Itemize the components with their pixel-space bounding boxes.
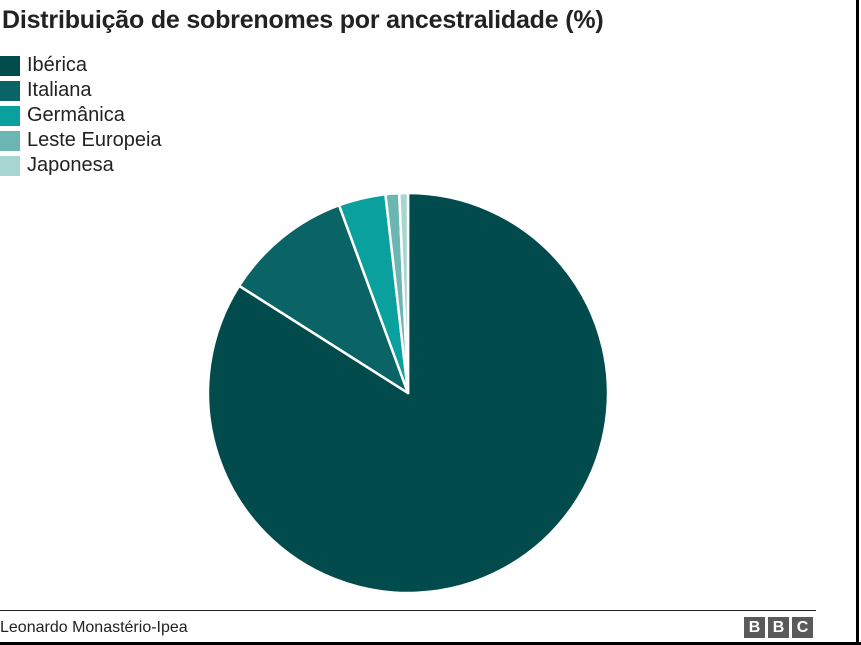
legend-label: Japonesa	[27, 154, 114, 176]
legend-swatch	[0, 130, 20, 151]
logo-letter: B	[744, 617, 765, 638]
bbc-logo: B B C	[744, 617, 813, 638]
legend-label: Leste Europeia	[27, 129, 162, 151]
pie-slice-japonesa	[397, 191, 410, 395]
frame-border-bottom	[0, 642, 861, 645]
frame-border-right	[856, 0, 859, 645]
legend-item-germanica: Germânica	[0, 103, 162, 128]
legend-item-italiana: Italiana	[0, 78, 162, 103]
logo-letter: B	[768, 617, 789, 638]
legend-swatch	[0, 55, 20, 76]
chart-legend: Ibérica Italiana Germânica Leste Europei…	[0, 53, 162, 178]
source-credit: Leonardo Monastério-Ipea	[0, 619, 188, 636]
legend-swatch	[0, 105, 20, 126]
legend-swatch	[0, 80, 20, 101]
legend-item-leste-europeia: Leste Europeia	[0, 128, 162, 153]
pie-slice-italiana	[237, 204, 410, 395]
logo-letter: C	[792, 617, 813, 638]
legend-item-japonesa: Japonesa	[0, 153, 162, 178]
legend-label: Italiana	[27, 79, 92, 101]
chart-title: Distribuição de sobrenomes por ancestral…	[2, 6, 604, 34]
legend-label: Germânica	[27, 104, 125, 126]
footer-divider	[0, 610, 816, 611]
legend-swatch	[0, 155, 20, 176]
legend-item-iberica: Ibérica	[0, 53, 162, 78]
legend-label: Ibérica	[27, 54, 88, 76]
